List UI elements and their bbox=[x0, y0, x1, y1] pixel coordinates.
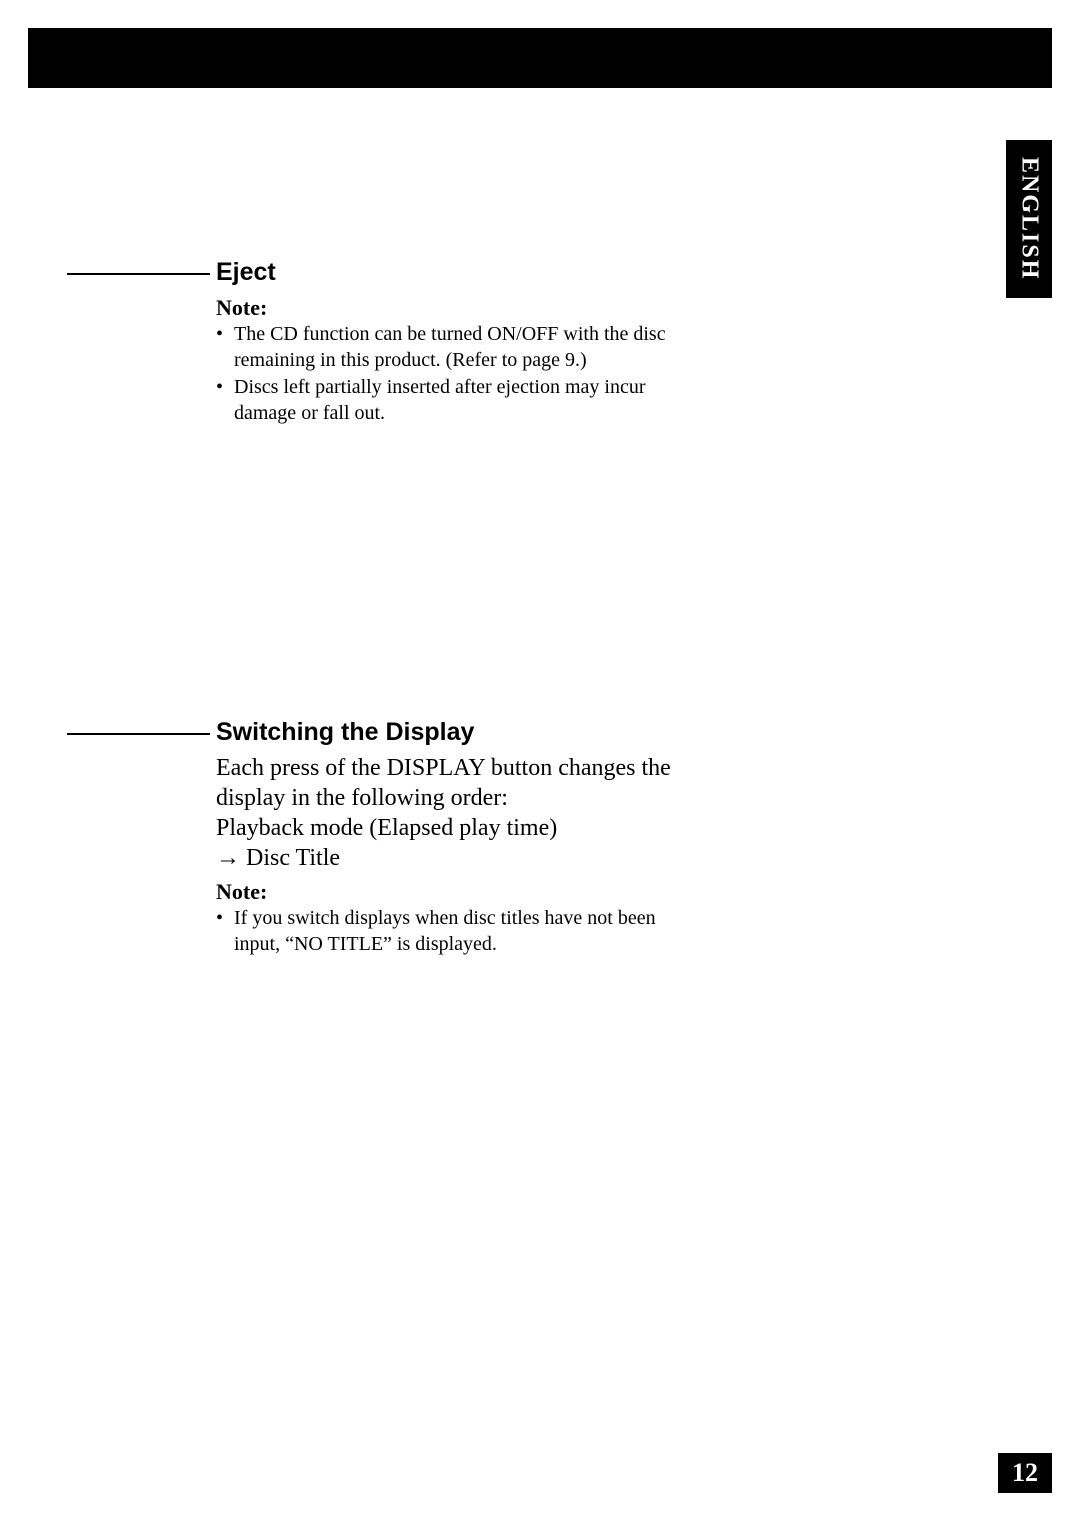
header-black-band bbox=[28, 28, 1052, 88]
language-tab: ENGLISH bbox=[1006, 140, 1052, 298]
section-rule bbox=[67, 273, 210, 275]
switching-note-item: If you switch displays when disc titles … bbox=[216, 906, 686, 957]
page-number-box: 12 bbox=[998, 1453, 1052, 1493]
switching-note-list: If you switch displays when disc titles … bbox=[216, 906, 686, 959]
arrow-icon: → bbox=[216, 844, 240, 871]
language-tab-label: ENGLISH bbox=[1016, 157, 1043, 280]
switching-body: Each press of the DISPLAY button changes… bbox=[216, 753, 686, 873]
page-number: 12 bbox=[1012, 1458, 1038, 1488]
eject-note-label: Note: bbox=[216, 295, 267, 321]
eject-note-item: Discs left partially inserted after ejec… bbox=[216, 375, 686, 426]
eject-note-item: The CD function can be turned ON/OFF wit… bbox=[216, 322, 686, 373]
switching-body-line3: Disc Title bbox=[240, 845, 340, 871]
switching-note-label: Note: bbox=[216, 879, 267, 905]
eject-note-list: The CD function can be turned ON/OFF wit… bbox=[216, 322, 686, 428]
section-rule bbox=[67, 733, 210, 735]
switching-body-line1: Each press of the DISPLAY button changes… bbox=[216, 755, 671, 811]
switching-body-line2: Playback mode (Elapsed play time) bbox=[216, 815, 557, 841]
eject-heading: Eject bbox=[216, 258, 276, 287]
switching-heading: Switching the Display bbox=[216, 718, 474, 747]
